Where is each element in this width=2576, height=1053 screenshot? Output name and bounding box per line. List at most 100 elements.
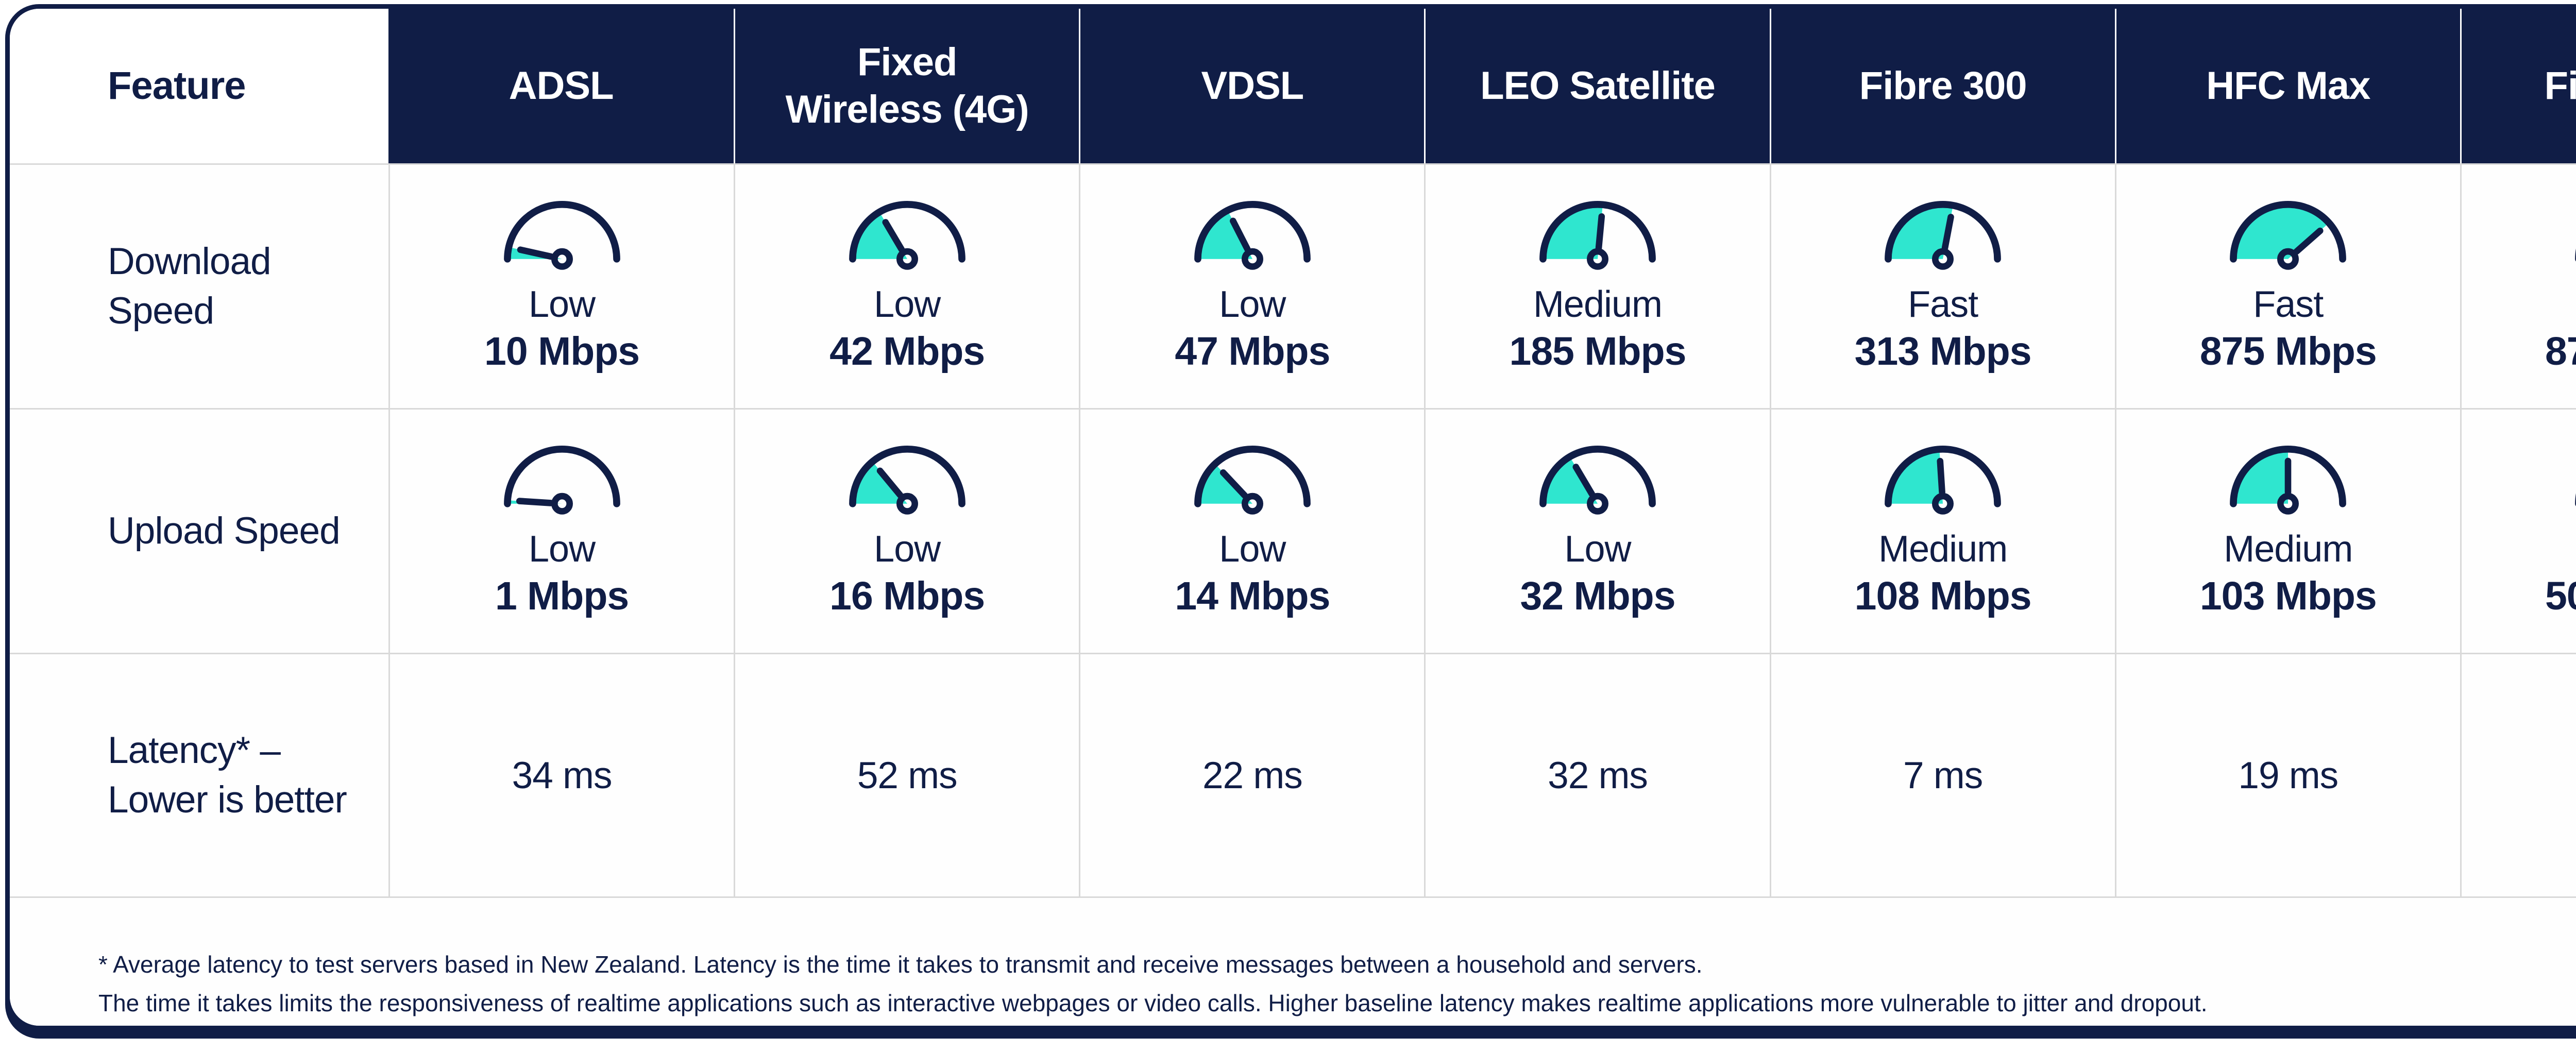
latency-value: 22 ms [1202, 754, 1303, 796]
speed-cell-leo-satellite: Medium 185 Mbps [1424, 165, 1770, 408]
gauge-needle [1229, 217, 1251, 252]
speed-value: 10 Mbps [484, 329, 640, 373]
broadband-comparison-card: Feature ADSL Fixed Wireless (4G) VDSL LEO S… [5, 4, 2576, 1030]
latency-value: 19 ms [2238, 754, 2338, 796]
speed-rating: Fast [2253, 283, 2324, 325]
speed-rating: Low [874, 528, 941, 570]
gauge-arc [1194, 445, 1311, 507]
gauge-pivot-ring [1586, 248, 1608, 270]
gauge-needle [882, 218, 905, 252]
gauge-needle [1941, 213, 1954, 251]
column-header-fibre-300: Fibre 300 [1769, 9, 2115, 163]
gauge-fill-wedge [2236, 451, 2289, 504]
speed-value: 42 Mbps [829, 329, 985, 373]
gauge-needle [1595, 213, 1605, 251]
latency-cell-fixed-wireless-4g: 52 ms [734, 654, 1079, 896]
column-header-fixed-wireless-4g: Fixed Wireless (4G) [734, 9, 1079, 163]
speed-cell-vdsl: Low 47 Mbps [1079, 165, 1425, 408]
speed-rating: Fast [1908, 283, 1978, 325]
gauge-fill-wedge [1200, 212, 1252, 259]
gauge-pivot-ring [1932, 492, 1954, 515]
gauge-arc [1885, 200, 2001, 263]
gauge-arc [1194, 200, 1311, 263]
gauge-arc [1539, 200, 1656, 263]
gauge-fill-wedge [855, 463, 907, 504]
gauge-arc [2230, 200, 2347, 263]
speed-gauge-icon [849, 445, 965, 515]
speed-value: 103 Mbps [2199, 573, 2377, 618]
speed-value: 185 Mbps [1509, 329, 1687, 373]
speed-gauge-icon [2230, 445, 2347, 515]
gauge-needle [2293, 227, 2324, 255]
table-body: Download Speed Low 10 Mbps Low 42 Mbps Low 47 … [10, 163, 2576, 896]
speed-rating: Low [1564, 528, 1631, 570]
gauge-arc [849, 445, 965, 507]
latency-cell-hfc-max: 19 ms [2114, 654, 2460, 896]
speed-cell-fibre-max: Fast501 Mbps [2460, 410, 2576, 653]
upload-speed-row: Upload Speed Low 1 Mbps Low 16 Mbps Low 14 Mbp… [10, 408, 2576, 653]
speed-value: 108 Mbps [1854, 573, 2032, 618]
gauge-arc [503, 200, 620, 263]
speed-rating: Medium [1878, 528, 2008, 570]
speed-cell-hfc-max: Fast 875 Mbps [2114, 165, 2460, 408]
gauge-needle [876, 467, 903, 498]
gauge-needle [1219, 469, 1248, 499]
footnote: * Average latency to test servers based … [10, 896, 2576, 1026]
gauge-pivot-ring [1586, 492, 1608, 515]
speed-value: 875 Mbps [2199, 329, 2377, 373]
row-label: Latency* – Lower is better [10, 654, 388, 896]
column-header-hfc-max: HFC Max [2114, 9, 2460, 163]
gauge-pivot-ring [2277, 248, 2299, 270]
gauge-arc [1539, 445, 1656, 507]
speed-value: 876 Mbps [2545, 329, 2576, 373]
latency-value: 32 ms [1548, 754, 1648, 796]
speed-cell-vdsl: Low 14 Mbps [1079, 410, 1425, 653]
column-header-leo-satellite: LEO Satellite [1424, 9, 1770, 163]
gauge-pivot-ring [896, 492, 918, 515]
gauge-needle [516, 497, 554, 506]
gauge-pivot-ring [1932, 248, 1954, 270]
header-row: Feature ADSL Fixed Wireless (4G) VDSL LEO S… [10, 9, 2576, 163]
gauge-pivot-ring [551, 248, 573, 270]
gauge-pivot-ring [2277, 492, 2299, 515]
speed-rating: Low [874, 283, 941, 325]
gauge-fill-wedge [2236, 207, 2327, 259]
gauge-needle [1572, 463, 1596, 497]
gauge-pivot-ring [1241, 248, 1263, 270]
latency-value: 7 ms [1903, 754, 1983, 796]
footnote-line: The time it takes limits the responsiven… [98, 990, 2208, 1016]
gauge-pivot-ring [896, 248, 918, 270]
gauge-fill-wedge [1891, 451, 1943, 504]
speed-gauge-icon [503, 445, 620, 515]
gauge-pivot-ring [1241, 492, 1263, 515]
latency-cell-leo-satellite: 32 ms [1424, 654, 1770, 896]
gauge-needle [1937, 457, 1946, 496]
gauge-arc [849, 200, 965, 263]
speed-value: 14 Mbps [1175, 573, 1330, 618]
gauge-arc [2230, 445, 2347, 507]
speed-rating: Medium [1533, 283, 1663, 325]
speed-gauge-icon [2230, 200, 2347, 270]
row-label: Download Speed [10, 165, 388, 408]
gauge-needle [517, 246, 554, 260]
speed-gauge-icon [1194, 445, 1311, 515]
speed-rating: Low [529, 283, 596, 325]
gauge-fill-wedge [1891, 207, 1953, 259]
latency-value: 34 ms [512, 754, 613, 796]
speed-gauge-icon [1539, 445, 1656, 515]
speed-rating: Low [1219, 283, 1286, 325]
speed-gauge-icon [1539, 200, 1656, 270]
speed-cell-fibre-300: Fast 313 Mbps [1769, 165, 2115, 408]
latency-cell-fibre-max: 6 ms [2460, 654, 2576, 896]
latency-cell-vdsl: 22 ms [1079, 654, 1425, 896]
speed-gauge-icon [1885, 445, 2001, 515]
speed-value: 47 Mbps [1175, 329, 1330, 373]
speed-rating: Medium [2224, 528, 2353, 570]
speed-gauge-icon [503, 200, 620, 270]
speed-gauge-icon [1885, 200, 2001, 270]
latency-value: 52 ms [857, 754, 958, 796]
latency-row: Latency* – Lower is better 34 ms 52 ms 22 m… [10, 653, 2576, 896]
column-header-feature: Feature [10, 9, 388, 163]
latency-cell-fibre-300: 7 ms [1769, 654, 2115, 896]
gauge-pivot-ring [551, 492, 573, 515]
